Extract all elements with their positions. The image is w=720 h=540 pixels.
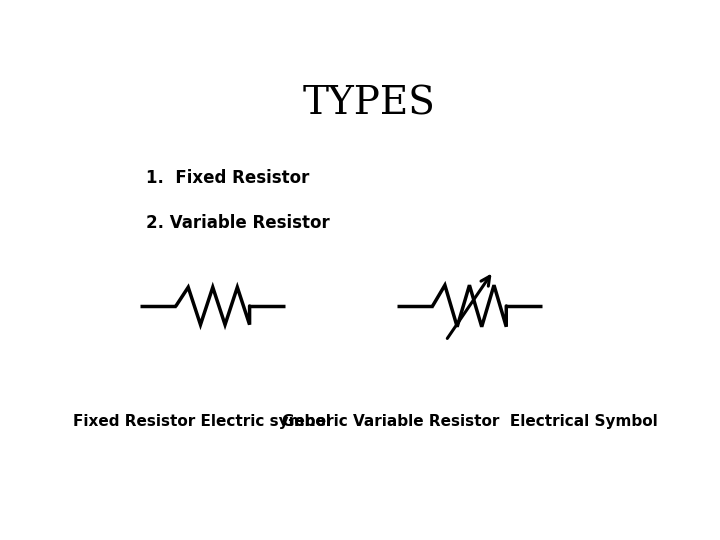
- Text: TYPES: TYPES: [302, 85, 436, 123]
- Text: 2. Variable Resistor: 2. Variable Resistor: [145, 214, 330, 233]
- Text: Fixed Resistor Electric symbol: Fixed Resistor Electric symbol: [73, 414, 330, 429]
- Text: Generic Variable Resistor  Electrical Symbol: Generic Variable Resistor Electrical Sym…: [282, 414, 657, 429]
- Text: 1.  Fixed Resistor: 1. Fixed Resistor: [145, 168, 309, 187]
